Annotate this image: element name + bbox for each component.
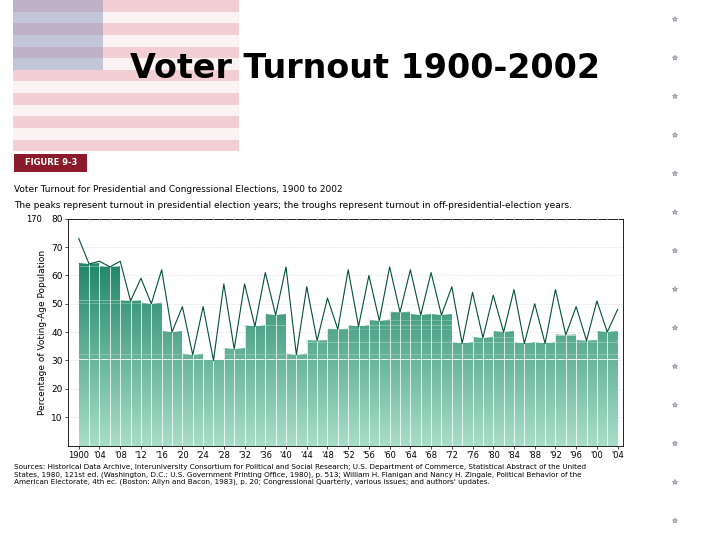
Bar <box>13 35 239 46</box>
Bar <box>13 82 239 93</box>
Text: Sources: Historical Data Archive, Interuniversity Consortium for Political and S: Sources: Historical Data Archive, Interu… <box>14 464 587 485</box>
Polygon shape <box>672 402 678 407</box>
Text: FIGURE 9-3: FIGURE 9-3 <box>24 158 77 167</box>
Text: Voter Turnout for Presidential and Congressional Elections, 1900 to 2002: Voter Turnout for Presidential and Congr… <box>14 185 343 194</box>
Polygon shape <box>672 132 678 137</box>
Bar <box>13 0 104 70</box>
Polygon shape <box>672 171 678 176</box>
Polygon shape <box>672 210 678 214</box>
Text: The peaks represent turnout in presidential election years; the troughs represen: The peaks represent turnout in president… <box>14 200 572 210</box>
Bar <box>13 105 239 116</box>
Bar <box>13 12 239 23</box>
Bar <box>13 116 239 128</box>
Polygon shape <box>672 480 678 484</box>
Polygon shape <box>672 518 678 523</box>
Polygon shape <box>672 441 678 446</box>
Bar <box>13 46 239 58</box>
Bar <box>13 23 239 35</box>
Polygon shape <box>672 287 678 292</box>
Bar <box>13 93 239 105</box>
Bar <box>13 70 239 82</box>
Text: 170: 170 <box>27 215 42 224</box>
Bar <box>13 128 239 139</box>
Bar <box>13 0 239 12</box>
Polygon shape <box>672 94 678 99</box>
Bar <box>13 58 239 70</box>
Bar <box>13 139 239 151</box>
Polygon shape <box>672 364 678 369</box>
Y-axis label: Percentage of Voting-Age Population: Percentage of Voting-Age Population <box>38 249 48 415</box>
Polygon shape <box>672 325 678 330</box>
Polygon shape <box>672 248 678 253</box>
Polygon shape <box>672 55 678 60</box>
Polygon shape <box>672 17 678 22</box>
FancyBboxPatch shape <box>14 154 87 172</box>
Text: Voter Turnout 1900-2002: Voter Turnout 1900-2002 <box>130 51 600 85</box>
